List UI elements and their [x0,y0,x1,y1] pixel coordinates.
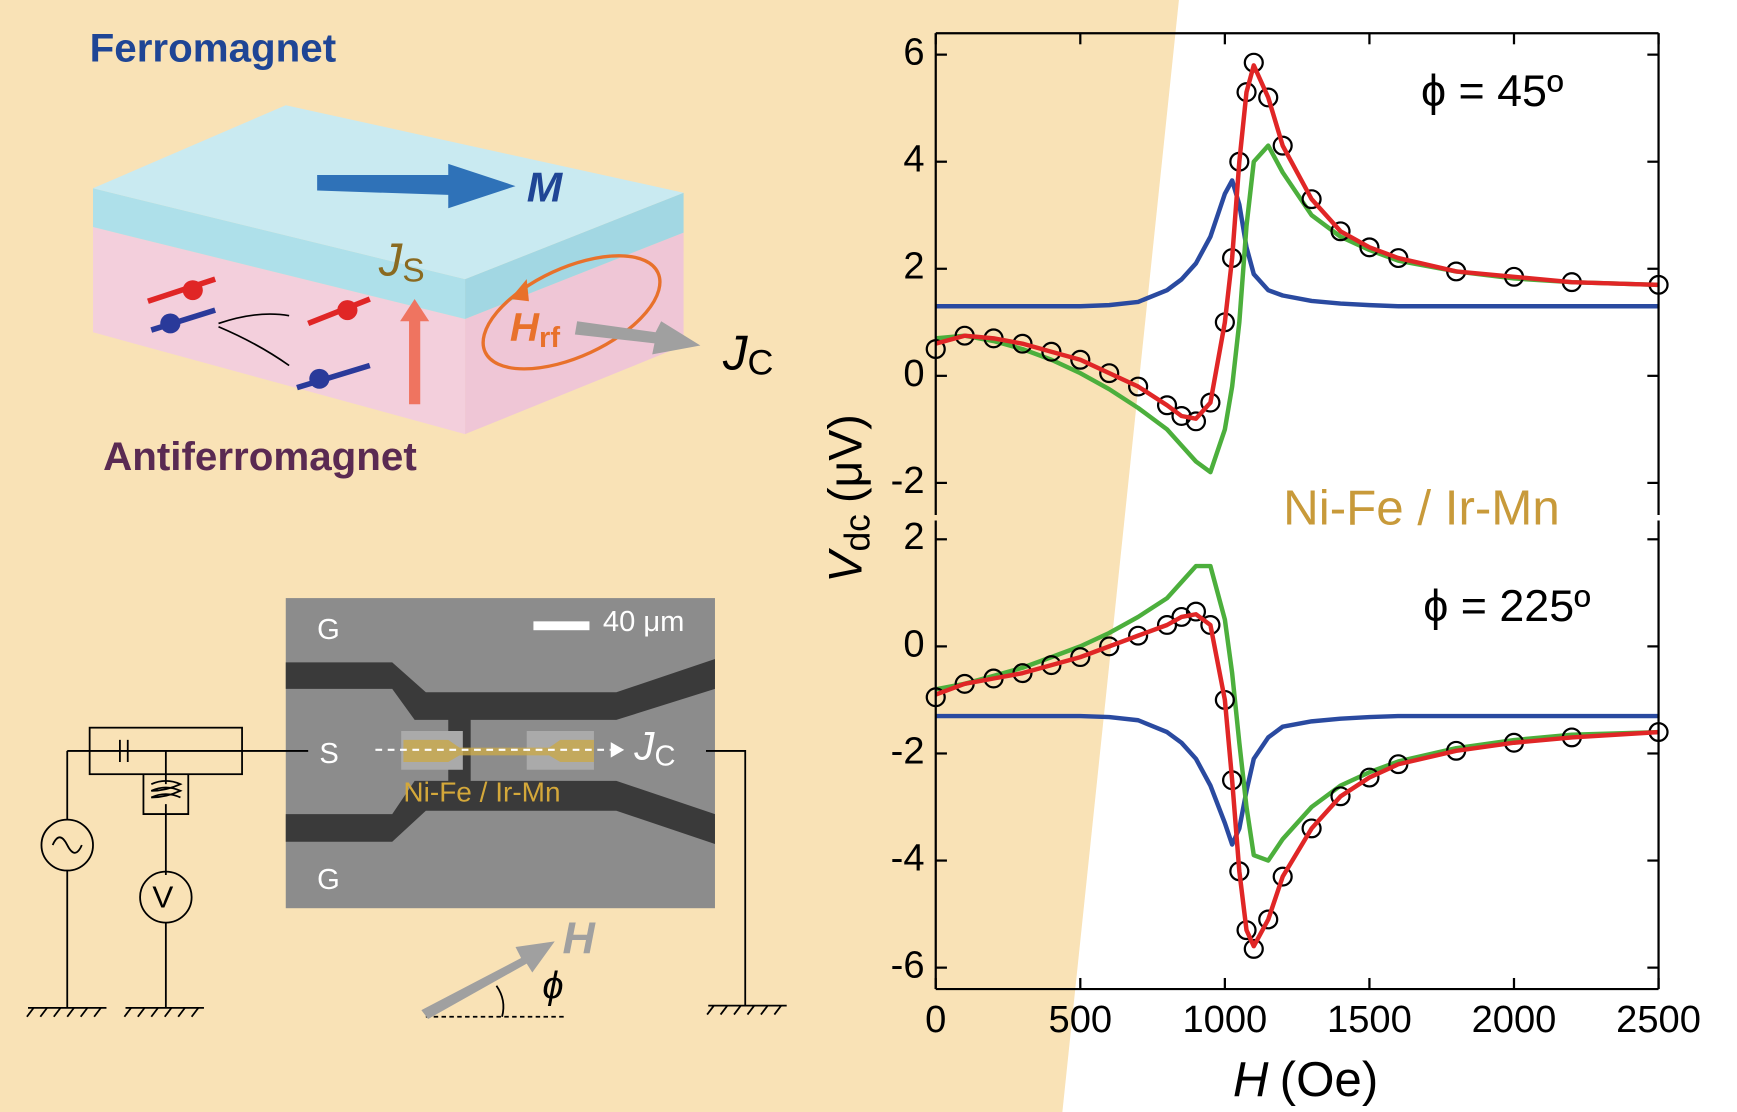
y-label-unit: (μV) [820,414,872,503]
data-point [1301,189,1322,210]
sample-label: Ni-Fe / Ir-Mn [403,777,560,808]
rf-arrowhead [509,279,529,302]
y-label-symbol: V [820,548,872,583]
wire [142,774,190,815]
device-image [285,598,715,909]
curve [934,612,1659,949]
scale-bar [533,621,590,631]
data-point [1099,363,1120,384]
spin-arrow [147,276,217,304]
data-point [1070,647,1091,668]
y-tick-label: 2 [903,246,924,288]
magnetization-arrow [317,163,516,209]
g-label: G [317,864,340,896]
curve [935,63,1659,421]
curve [935,178,1659,309]
x-tick-label: 0 [925,999,946,1041]
field-label: H [563,914,596,963]
charge-current-arrow [574,321,701,355]
ground-hatch [26,1005,782,1018]
data-point [1272,135,1293,156]
data-point [1185,601,1207,622]
data-point [1301,818,1322,839]
m-label: M [527,164,563,211]
y-tick-label: -2 [891,731,925,773]
jc-label: JC [722,327,774,383]
data-point [1128,376,1149,397]
rf-field-loop [481,254,662,371]
data-point [1041,655,1062,676]
y-tick-label: 6 [903,32,924,74]
layer-block [93,105,701,435]
data-point [1258,87,1279,108]
angle-arc [495,985,505,1017]
s-label: S [319,738,338,770]
fm-front [93,188,466,319]
circuit [26,726,787,1018]
data-point [1243,938,1264,959]
data-point [1156,395,1178,416]
annotation: ϕ = 225º [1423,582,1590,631]
data-point [1258,909,1279,930]
data-point [1359,237,1380,258]
x-label-symbol: H [1233,1053,1269,1107]
data-point [1359,767,1380,788]
antiferromagnet-label: Antiferromagnet [103,435,417,479]
waveguide [285,659,715,844]
data-point [1070,349,1091,370]
curve [935,713,1659,847]
voltmeter-label: V [152,880,173,915]
hrf-label: Hrf [510,306,561,354]
x-tick-label: 2000 [1472,999,1557,1041]
source-symbol [51,836,83,854]
scatter-path [218,325,290,367]
spin-current-arrow [400,299,430,405]
data-point [1099,636,1120,657]
sample-label: Ni-Fe / Ir-Mn [1283,482,1560,536]
afm-front [93,227,466,435]
inductor [150,750,183,875]
x-tick-label: 1500 [1327,999,1412,1041]
afm-side [465,232,684,435]
y-tick-label: -4 [891,838,925,880]
scatter-path [218,313,290,325]
y-label-sub: dc [838,514,878,551]
annotation: ϕ = 45º [1421,67,1563,116]
ground [28,750,787,1009]
data-point [1128,625,1149,646]
spin-arrow [307,296,371,326]
ferromagnet-label: Ferromagnet [90,27,337,71]
y-axis-label: Vdc (μV) [820,414,879,582]
y-tick-label: 2 [903,516,924,558]
g-label: G [317,614,340,646]
field-arrow [421,941,555,1019]
y-tick-label: -2 [891,460,925,502]
plots: -2 0 2 4 6 ϕ = 45º -6 -4 -2 0 2 0 500 1000 1500 2000 250… [820,32,1701,1107]
x-axis-label: H (Oe) [1233,1053,1378,1107]
data-point [1041,341,1062,362]
data-point [1185,411,1207,432]
y-tick-label: 0 [903,624,924,666]
x-tick-label: 1000 [1182,999,1267,1041]
y-tick-label: 0 [903,353,924,395]
data-point [1330,221,1351,242]
angle-label: ϕ [542,965,563,1007]
scale-label: 40 μm [603,606,685,638]
y-tick-label: 4 [903,139,924,181]
x-tick-label: 500 [1049,999,1113,1041]
spin-arrow [296,362,371,391]
jc-label: JC [633,724,675,772]
current-arrowhead [610,742,625,758]
spin-arrow [150,307,217,333]
y-tick-label: -6 [891,945,925,987]
x-label-unit: (Oe) [1280,1053,1379,1107]
data-point [1272,866,1293,887]
data-point [1330,786,1351,807]
js-label: JS [378,234,425,289]
x-tick-label: 2500 [1616,999,1701,1041]
